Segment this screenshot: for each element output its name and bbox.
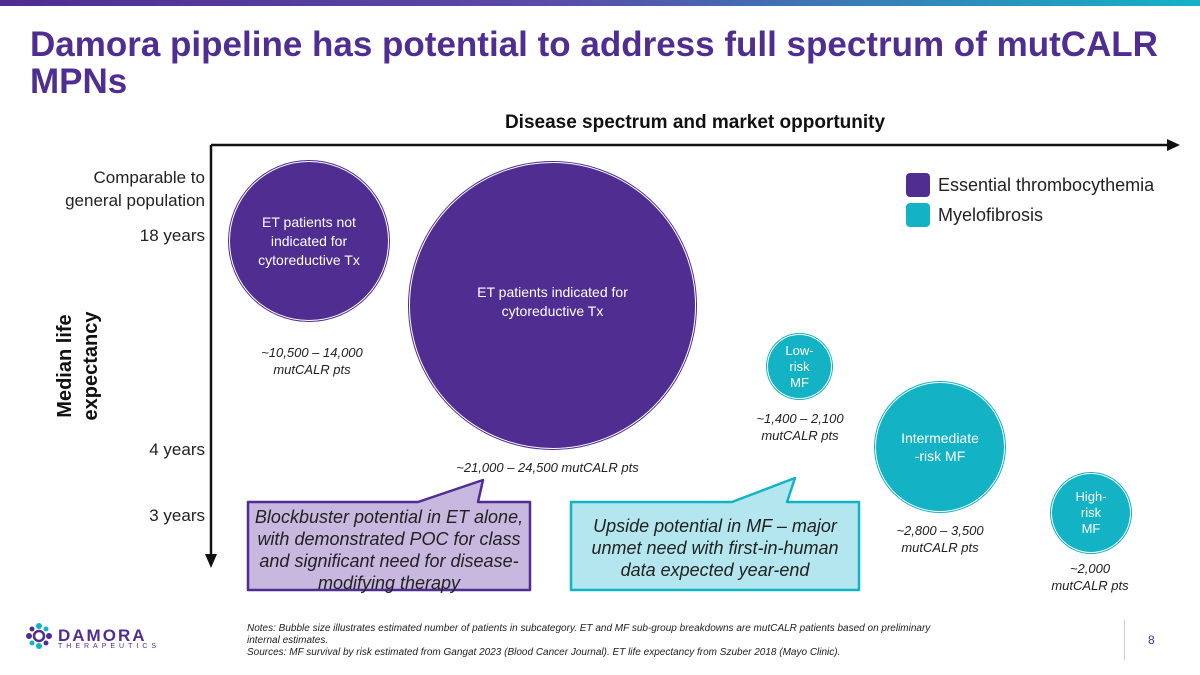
count-et-not-indicated-line2: mutCALR pts (273, 362, 351, 377)
bubble-et-indicated-line1: ET patients indicated for (477, 283, 628, 300)
callout-et-line3: and significant need for disease- (259, 551, 519, 571)
footnotes: Notes: Bubble size illustrates estimated… (247, 623, 1007, 659)
bubble-low-risk-mf: Low- risk MF (767, 334, 832, 399)
top-gradient-bar (0, 0, 1200, 6)
count-intermediate-risk-mf: ~2,800 – 3,500 mutCALR pts (875, 522, 1005, 556)
bubble-high-risk-line1: High- (1075, 489, 1107, 504)
legend-label-et: Essential thrombocythemia (938, 174, 1155, 195)
count-high-risk-line2: mutCALR pts (1051, 578, 1129, 593)
bubble-et-not-indicated-line3: cytoreductive Tx (258, 251, 360, 268)
damora-logo-icon (26, 623, 52, 649)
count-et-indicated: ~21,000 – 24,500 mutCALR pts (456, 460, 639, 475)
callout-et-shape (246, 478, 532, 592)
bubble-et-not-indicated-line2: indicated for (270, 232, 348, 249)
bubble-intermediate-risk-mf: Intermediate -risk MF (875, 382, 1005, 512)
bubble-et-not-indicated: ET patients not indicated for cytoreduct… (229, 161, 389, 321)
legend-swatch-et (906, 173, 930, 197)
legend-item-et: Essential thrombocythemia (906, 173, 1154, 197)
bubble-intermediate-line1: Intermediate (901, 430, 979, 446)
sources-line: Sources: MF survival by risk estimated f… (247, 647, 841, 658)
logo-wordmark: DAMORA (58, 626, 147, 645)
callout-mf-line3: data expected year-end (620, 560, 810, 580)
notes-line1: Notes: Bubble size illustrates estimated… (247, 623, 931, 634)
callout-mf-shape (569, 476, 861, 592)
bubble-low-risk-line2: risk (789, 358, 810, 374)
y-label-general-population: Comparable to general population (30, 166, 205, 212)
legend-item-mf: Myelofibrosis (906, 203, 1043, 227)
callout-et-line1: Blockbuster potential in ET alone, (254, 507, 524, 527)
count-et-not-indicated: ~10,500 – 14,000 mutCALR pts (232, 344, 392, 378)
count-low-risk-mf: ~1,400 – 2,100 mutCALR pts (735, 410, 865, 444)
callout-et-line4: modifying therapy (317, 573, 461, 593)
legend-label-mf: Myelofibrosis (938, 204, 1044, 225)
y-label-3-years: 3 years (149, 506, 205, 525)
callout-mf-line2: unmet need with first-in-human (591, 538, 839, 558)
bubble-high-risk-mf: High- risk MF (1051, 473, 1131, 553)
bubble-et-indicated: ET patients indicated for cytoreductive … (409, 162, 696, 449)
bubble-high-risk-line2: risk (1080, 505, 1102, 520)
notes-line2: internal estimates. (247, 635, 329, 646)
page-number: 8 (1148, 633, 1155, 647)
callout-et-text: Blockbuster potential in ET alone, with … (250, 506, 528, 594)
chart-subtitle: Disease spectrum and market opportunity (504, 112, 886, 133)
footer-divider (1124, 620, 1125, 660)
count-et-not-indicated-line1: ~10,500 – 14,000 (261, 345, 363, 360)
bubble-intermediate-line2: -risk MF (914, 448, 966, 464)
x-axis-arrowhead (1167, 139, 1180, 151)
bubble-low-risk-line3: MF (790, 374, 809, 390)
y-label-4-years: 4 years (149, 440, 205, 459)
page-title: Damora pipeline has potential to address… (30, 25, 1158, 101)
count-high-risk-mf: ~2,000 mutCALR pts (1040, 560, 1140, 594)
count-intermediate-line2: mutCALR pts (901, 540, 979, 555)
count-low-risk-line1: ~1,400 – 2,100 (756, 411, 844, 426)
y-axis-arrowhead (205, 554, 217, 568)
callout-et-line2: with demonstrated POC for class (257, 529, 521, 549)
legend-swatch-mf (906, 203, 930, 227)
bubble-et-not-indicated-line1: ET patients not (262, 213, 356, 230)
count-high-risk-line1: ~2,000 (1069, 561, 1111, 576)
y-label-18-years: 18 years (139, 226, 205, 245)
callout-mf-line1: Upside potential in MF – major (593, 516, 837, 536)
count-intermediate-line1: ~2,800 – 3,500 (896, 523, 984, 538)
count-low-risk-line2: mutCALR pts (761, 428, 839, 443)
callout-mf-text: Upside potential in MF – major unmet nee… (573, 515, 857, 581)
bubble-et-indicated-line2: cytoreductive Tx (501, 302, 604, 319)
logo-subtitle: THERAPEUTICS (58, 643, 161, 650)
bubble-high-risk-line3: MF (1081, 521, 1101, 536)
y-label-general-line2: general population (65, 191, 205, 210)
bubble-low-risk-line1: Low- (785, 342, 814, 358)
y-label-general-line1: Comparable to (93, 168, 205, 187)
